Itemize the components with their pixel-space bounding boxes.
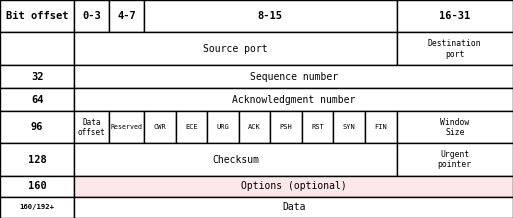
Bar (144, 111, 175, 143)
Text: 128: 128 (28, 155, 47, 165)
Bar (0, 32, 74, 65)
Text: URG: URG (216, 124, 229, 130)
Text: 8-15: 8-15 (258, 11, 283, 21)
Text: 96: 96 (31, 122, 44, 132)
Bar (0, 176, 74, 197)
Bar (74, 88, 513, 111)
Bar (74, 197, 513, 218)
Text: Source port: Source port (203, 44, 268, 54)
Text: Urgent
pointer: Urgent pointer (438, 150, 472, 169)
Bar (74, 32, 397, 65)
Bar (207, 111, 239, 143)
Text: Acknowledgment number: Acknowledgment number (232, 95, 356, 105)
Bar (270, 111, 302, 143)
Bar (0, 0, 74, 32)
Bar (175, 111, 207, 143)
Text: CWR: CWR (153, 124, 166, 130)
Bar (397, 0, 513, 32)
Bar (365, 111, 397, 143)
Bar (74, 176, 513, 197)
Bar (109, 111, 144, 143)
Bar (0, 111, 74, 143)
Text: Destination
port: Destination port (428, 39, 482, 58)
Bar (397, 143, 513, 176)
Text: PSH: PSH (280, 124, 292, 130)
Bar (74, 111, 109, 143)
Bar (109, 0, 144, 32)
Text: Data
offset: Data offset (78, 118, 106, 137)
Bar (397, 32, 513, 65)
Bar (397, 111, 513, 143)
Bar (0, 143, 74, 176)
Text: 64: 64 (31, 95, 44, 105)
Text: Data: Data (282, 203, 305, 212)
Text: 16-31: 16-31 (439, 11, 470, 21)
Bar (144, 0, 397, 32)
Text: SYN: SYN (343, 124, 356, 130)
Bar (0, 65, 74, 88)
Text: FIN: FIN (374, 124, 387, 130)
Bar (74, 0, 109, 32)
Bar (333, 111, 365, 143)
Text: 0-3: 0-3 (83, 11, 101, 21)
Text: Bit offset: Bit offset (6, 11, 68, 21)
Bar (239, 111, 270, 143)
Text: Checksum: Checksum (212, 155, 259, 165)
Text: Options (optional): Options (optional) (241, 181, 347, 191)
Bar (74, 143, 397, 176)
Text: 160: 160 (28, 181, 47, 191)
Text: Window
Size: Window Size (440, 118, 469, 137)
Text: Reserved: Reserved (111, 124, 143, 130)
Text: Sequence number: Sequence number (250, 72, 338, 82)
Text: 32: 32 (31, 72, 44, 82)
Bar (0, 88, 74, 111)
Text: ACK: ACK (248, 124, 261, 130)
Text: 4-7: 4-7 (117, 11, 136, 21)
Text: 160/192+: 160/192+ (19, 204, 55, 210)
Text: RST: RST (311, 124, 324, 130)
Bar (74, 65, 513, 88)
Bar (0, 197, 74, 218)
Text: ECE: ECE (185, 124, 198, 130)
Bar (302, 111, 333, 143)
